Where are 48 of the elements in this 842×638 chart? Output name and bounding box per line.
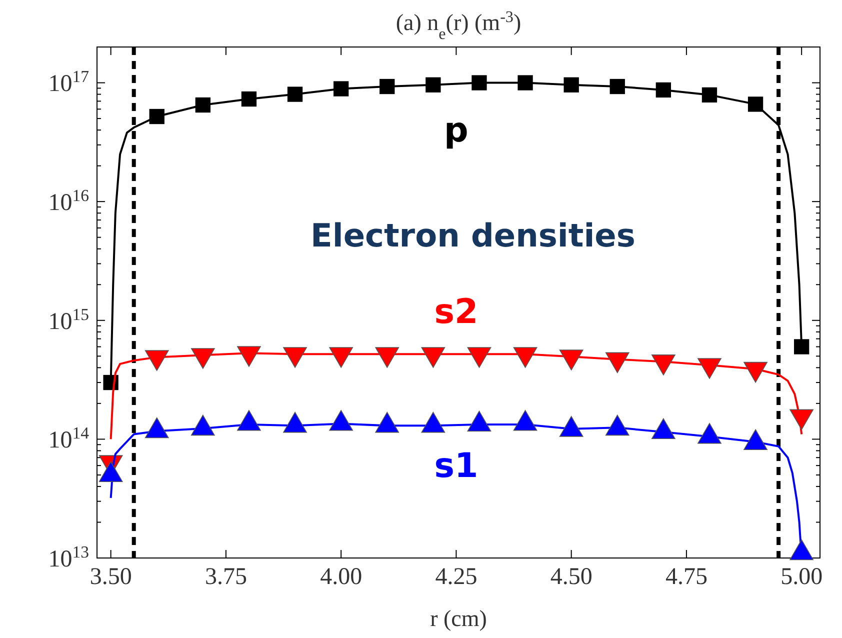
point xyxy=(283,412,307,433)
point xyxy=(513,410,538,431)
series-label: s2 xyxy=(434,292,478,332)
point xyxy=(698,422,722,444)
point xyxy=(237,410,261,431)
point xyxy=(98,461,123,482)
point xyxy=(702,87,718,103)
y-tick-label: 10$^{17}$ xyxy=(48,66,89,98)
point xyxy=(610,78,625,94)
point xyxy=(652,418,676,440)
y-tick-label: 10$^{13}$ xyxy=(48,542,89,572)
x-tick-label: 4.00 xyxy=(320,564,362,590)
point xyxy=(467,410,492,432)
y-tick-label: 10$^{14}$ xyxy=(48,423,90,454)
point xyxy=(426,77,441,92)
point xyxy=(748,96,764,112)
point xyxy=(380,78,395,94)
point xyxy=(559,416,584,437)
point xyxy=(605,414,630,436)
x-tick-label: 3.50 xyxy=(90,564,132,590)
point xyxy=(329,410,353,431)
x-tick-label: 4.25 xyxy=(435,564,478,590)
series-label: p xyxy=(444,110,468,151)
point xyxy=(190,414,215,436)
point xyxy=(564,77,579,92)
point xyxy=(744,429,768,450)
point xyxy=(421,412,446,433)
point xyxy=(195,97,210,113)
point xyxy=(790,539,814,560)
x-axis-title: r (cm) xyxy=(430,606,487,631)
x-tick-label: 3.75 xyxy=(204,564,247,590)
annotation: Electron densities xyxy=(310,216,636,255)
point xyxy=(287,86,303,102)
point xyxy=(333,81,349,96)
x-tick-label: 4.75 xyxy=(665,564,708,590)
point xyxy=(241,91,257,107)
point xyxy=(656,82,672,98)
point xyxy=(144,417,169,438)
point xyxy=(472,75,487,90)
chart-title: (a) n$_{e}$(r) (m$^{-3}$) xyxy=(396,8,522,42)
point xyxy=(518,75,533,90)
series-label: s1 xyxy=(434,446,478,486)
point xyxy=(375,412,400,433)
y-tick-label: 10$^{16}$ xyxy=(48,185,89,216)
x-tick-label: 5.00 xyxy=(780,564,823,590)
point xyxy=(149,108,164,124)
y-tick-label: 10$^{15}$ xyxy=(48,304,89,335)
x-tick-label: 4.50 xyxy=(550,564,592,590)
